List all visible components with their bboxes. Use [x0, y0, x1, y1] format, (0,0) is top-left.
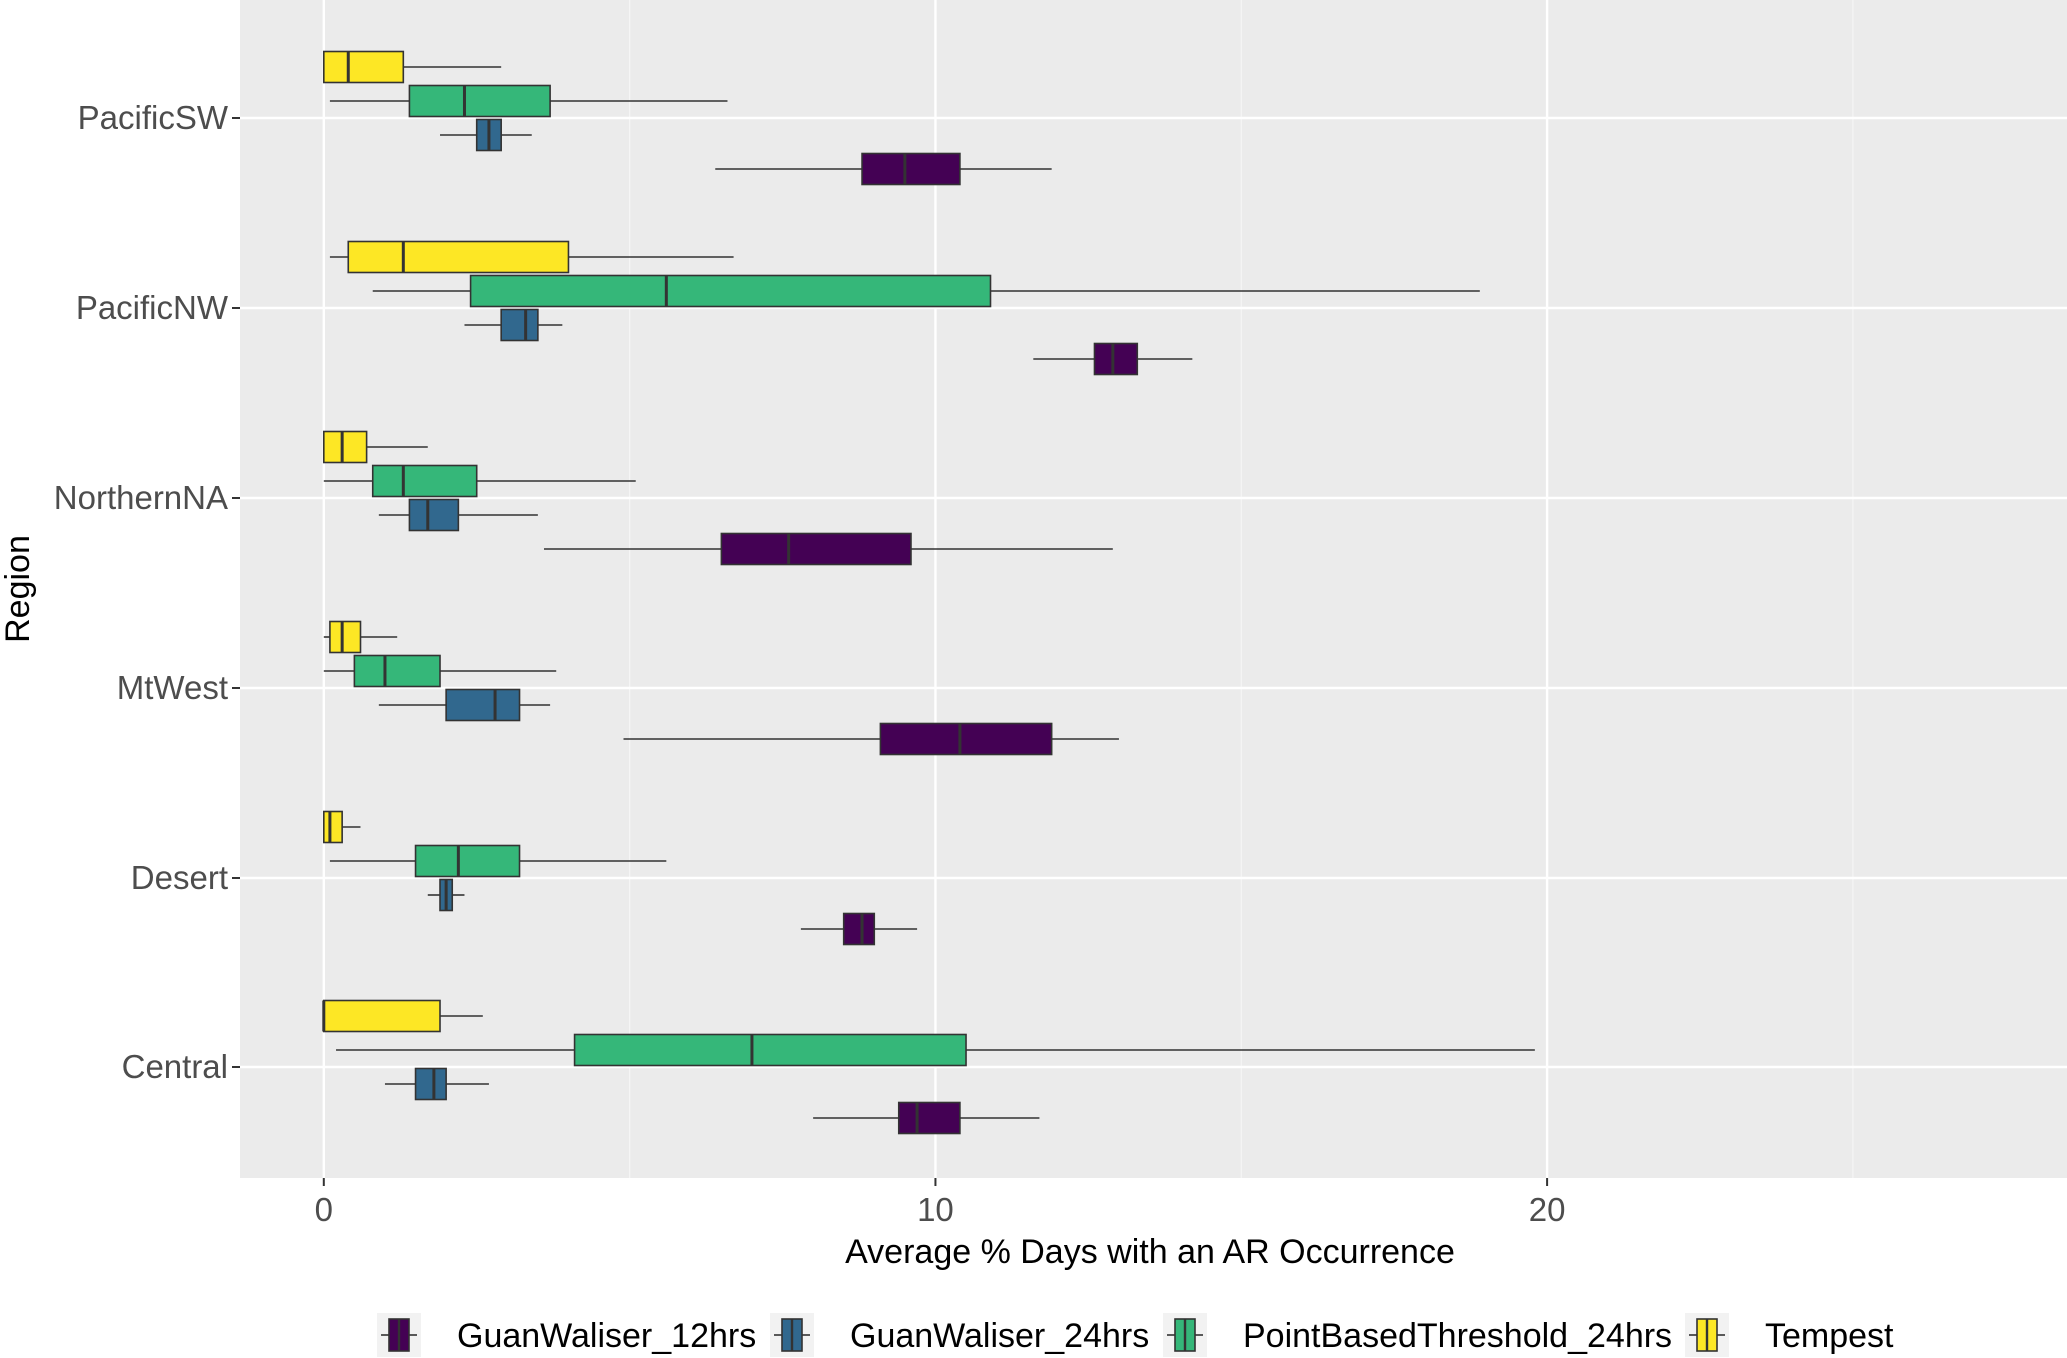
box-GuanWaliser_24hrs-PacificNW [464, 308, 563, 342]
x-tick-label: 0 [315, 1191, 333, 1228]
box-iqr [879, 722, 1053, 756]
box-Tempest-NorthernNA [322, 430, 428, 464]
box-Tempest-Desert [322, 810, 361, 844]
box-iqr [1093, 342, 1139, 376]
box-GuanWaliser_24hrs-NorthernNA [378, 498, 538, 532]
box-PointBasedThreshold_24hrs-Central [336, 1033, 1535, 1067]
box-PointBasedThreshold_24hrs-PacificNW [372, 274, 1480, 308]
box-iqr [861, 152, 961, 186]
y-tick-label: Central [122, 1048, 228, 1085]
legend-label: GuanWaliser_12hrs [457, 1317, 756, 1355]
box-iqr [322, 430, 368, 464]
plot-panel [240, 0, 2067, 1178]
box-PointBasedThreshold_24hrs-Desert [329, 844, 667, 878]
gridlines [240, 0, 2067, 1178]
legend-label: GuanWaliser_24hrs [850, 1317, 1149, 1355]
boxes [322, 50, 1535, 1135]
box-iqr [408, 498, 460, 532]
box-iqr [322, 999, 441, 1033]
legend-label: Tempest [1765, 1317, 1894, 1355]
box-iqr [573, 1033, 967, 1067]
box-Tempest-Central [322, 999, 483, 1033]
box-GuanWaliser_12hrs-Central [813, 1101, 1040, 1135]
box-iqr [414, 844, 521, 878]
box-PointBasedThreshold_24hrs-NorthernNA [323, 464, 636, 498]
box-iqr [408, 84, 551, 118]
box-iqr [897, 1101, 961, 1135]
box-iqr [445, 688, 521, 722]
y-tick-label: PacificNW [76, 289, 229, 326]
box-GuanWaliser_12hrs-NorthernNA [543, 532, 1113, 566]
box-GuanWaliser_24hrs-Central [384, 1067, 489, 1101]
legend: GuanWaliser_12hrs GuanWaliser_24hrs PointB… [377, 1313, 1894, 1357]
box-GuanWaliser_24hrs-MtWest [378, 688, 551, 722]
x-tick-label: 20 [1529, 1191, 1566, 1228]
legend-item-Tempest: Tempest [1685, 1313, 1894, 1357]
box-iqr [353, 654, 441, 688]
box-PointBasedThreshold_24hrs-MtWest [323, 654, 557, 688]
x-tick-label: 10 [917, 1191, 954, 1228]
box-iqr [329, 620, 362, 654]
y-tick-label: Desert [131, 859, 228, 896]
legend-item-GuanWaliser_24hrs: GuanWaliser_24hrs [770, 1313, 1149, 1357]
box-GuanWaliser_12hrs-Desert [800, 912, 918, 946]
box-GuanWaliser_12hrs-PacificNW [1033, 342, 1193, 376]
box-Tempest-PacificNW [329, 240, 734, 274]
box-iqr [500, 308, 539, 342]
x-axis-title: Average % Days with an AR Occurrence [845, 1233, 1455, 1271]
box-GuanWaliser_12hrs-MtWest [623, 722, 1119, 756]
box-Tempest-PacificSW [322, 50, 502, 84]
box-Tempest-MtWest [323, 620, 398, 654]
axes: PacificSW PacificNW NorthernNA MtWest Desert… [54, 99, 1566, 1228]
y-tick-label: MtWest [117, 669, 228, 706]
box-GuanWaliser_12hrs-PacificSW [715, 152, 1052, 186]
y-axis-title: Region [0, 535, 37, 643]
box-iqr [347, 240, 570, 274]
box-iqr [322, 810, 343, 844]
box-iqr [842, 912, 876, 946]
box-iqr [371, 464, 478, 498]
box-PointBasedThreshold_24hrs-PacificSW [329, 84, 728, 118]
y-tick-label: PacificSW [78, 99, 229, 136]
legend-item-PointBasedThreshold_24hrs: PointBasedThreshold_24hrs [1163, 1313, 1672, 1357]
box-iqr [322, 50, 405, 84]
legend-item-GuanWaliser_12hrs: GuanWaliser_12hrs [377, 1313, 756, 1357]
box-GuanWaliser_24hrs-Desert [427, 878, 465, 912]
box-iqr [469, 274, 992, 308]
y-tick-label: NorthernNA [54, 479, 228, 516]
box-GuanWaliser_24hrs-PacificSW [440, 118, 532, 152]
box-iqr [414, 1067, 447, 1101]
legend-label: PointBasedThreshold_24hrs [1243, 1317, 1672, 1355]
box-iqr [720, 532, 912, 566]
